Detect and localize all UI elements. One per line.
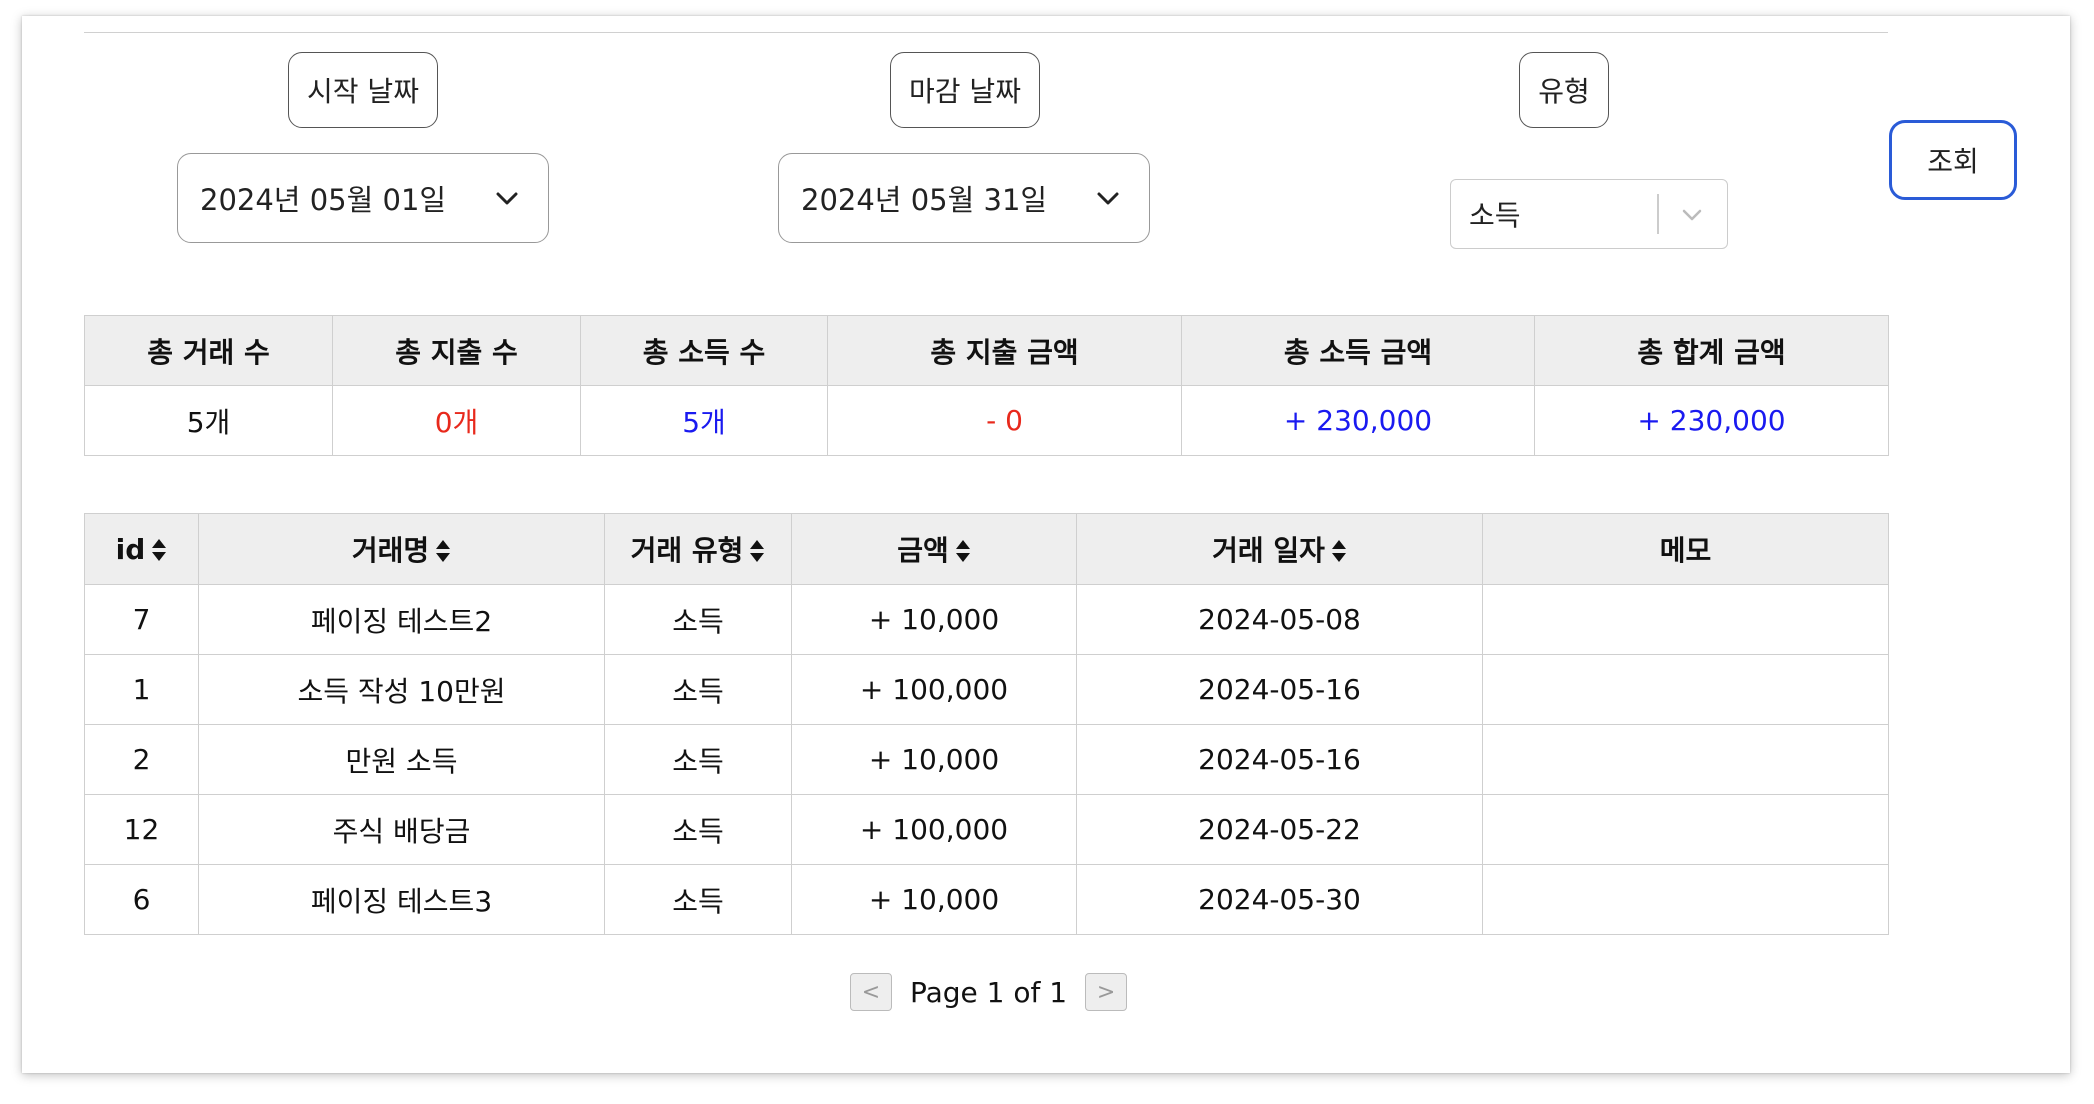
cell-amount: + 100,000: [791, 794, 1077, 865]
type-select-value: 소득: [1469, 199, 1521, 232]
summary-expense-count: 0개: [332, 385, 581, 456]
cell-date: 2024-05-16: [1076, 654, 1483, 725]
app-window: 시작 날짜 마감 날짜 유형 2024년 05월 01일 2024년 05월 3…: [22, 16, 2070, 1073]
cell-type: 소득: [604, 654, 792, 725]
cell-memo: [1482, 584, 1889, 655]
cell-name: 페이징 테스트3: [198, 864, 605, 935]
sort-icon: [750, 540, 765, 562]
end-date-select[interactable]: 2024년 05월 31일: [778, 153, 1150, 243]
summary-expense-amount: - 0: [827, 385, 1182, 456]
cell-id: 2: [84, 724, 199, 795]
end-date-label-button[interactable]: 마감 날짜: [890, 52, 1040, 128]
cell-date: 2024-05-22: [1076, 794, 1483, 865]
pagination: < Page 1 of 1 >: [850, 972, 1128, 1012]
type-label-button[interactable]: 유형: [1519, 52, 1609, 128]
cell-date: 2024-05-08: [1076, 584, 1483, 655]
table-row[interactable]: 6 페이징 테스트3 소득 + 10,000 2024-05-30: [84, 864, 1889, 935]
page-indicator: Page 1 of 1: [910, 975, 1068, 1009]
transactions-table: id 거래명 거래 유형 금액 거래 일자 메모 7 페이징 테스트2 소득 +…: [84, 513, 1889, 935]
top-divider: [84, 32, 1888, 33]
next-page-button[interactable]: >: [1085, 973, 1128, 1011]
cell-amount: + 10,000: [791, 724, 1077, 795]
cell-amount: + 100,000: [791, 654, 1077, 725]
start-date-select[interactable]: 2024년 05월 01일: [177, 153, 549, 243]
summary-total-count: 5개: [84, 385, 333, 456]
column-header-date[interactable]: 거래 일자: [1076, 513, 1483, 585]
sort-icon: [1331, 540, 1346, 562]
cell-name: 소득 작성 10만원: [198, 654, 605, 725]
cell-type: 소득: [604, 724, 792, 795]
column-header-label: 거래 유형: [630, 534, 744, 567]
cell-type: 소득: [604, 794, 792, 865]
cell-name: 주식 배당금: [198, 794, 605, 865]
cell-amount: + 10,000: [791, 584, 1077, 655]
table-row[interactable]: 2 만원 소득 소득 + 10,000 2024-05-16: [84, 724, 1889, 795]
summary-income-count: 5개: [580, 385, 828, 456]
prev-page-button[interactable]: <: [850, 973, 892, 1011]
cell-memo: [1482, 724, 1889, 795]
cell-id: 7: [84, 584, 199, 655]
cell-type: 소득: [604, 864, 792, 935]
table-row[interactable]: 12 주식 배당금 소득 + 100,000 2024-05-22: [84, 794, 1889, 865]
cell-type: 소득: [604, 584, 792, 655]
chevron-down-icon: [496, 192, 518, 205]
cell-date: 2024-05-30: [1076, 864, 1483, 935]
sort-icon: [955, 540, 970, 562]
column-header-name[interactable]: 거래명: [198, 513, 605, 585]
search-button[interactable]: 조회: [1889, 120, 2017, 200]
cell-amount: + 10,000: [791, 864, 1077, 935]
summary-table: 총 거래 수 총 지출 수 총 소득 수 총 지출 금액 총 소득 금액 총 합…: [84, 315, 1889, 456]
cell-memo: [1482, 794, 1889, 865]
column-header-amount[interactable]: 금액: [791, 513, 1077, 585]
summary-total-amount: + 230,000: [1534, 385, 1889, 456]
type-select[interactable]: 소득: [1450, 179, 1728, 249]
summary-income-amount: + 230,000: [1181, 385, 1535, 456]
summary-header-total-amount: 총 합계 금액: [1534, 315, 1889, 386]
column-header-label: 거래 일자: [1212, 534, 1325, 567]
summary-header-expense-amount: 총 지출 금액: [827, 315, 1182, 386]
summary-header-expense-count: 총 지출 수: [332, 315, 581, 386]
column-header-type[interactable]: 거래 유형: [604, 513, 792, 585]
table-row[interactable]: 1 소득 작성 10만원 소득 + 100,000 2024-05-16: [84, 654, 1889, 725]
column-header-label: id: [115, 532, 146, 566]
table-row[interactable]: 7 페이징 테스트2 소득 + 10,000 2024-05-08: [84, 584, 1889, 655]
summary-header-income-count: 총 소득 수: [580, 315, 828, 386]
cell-id: 6: [84, 864, 199, 935]
end-date-value: 2024년 05월 31일: [801, 183, 1048, 217]
cell-memo: [1482, 864, 1889, 935]
chevron-down-icon: [1097, 192, 1119, 205]
column-header-label: 거래명: [351, 534, 430, 567]
summary-header-total-count: 총 거래 수: [84, 315, 333, 386]
select-separator: [1657, 194, 1659, 234]
sort-icon: [436, 540, 451, 562]
cell-memo: [1482, 654, 1889, 725]
column-header-id[interactable]: id: [84, 513, 199, 585]
column-header-label: 금액: [897, 534, 949, 567]
cell-id: 12: [84, 794, 199, 865]
cell-name: 만원 소득: [198, 724, 605, 795]
cell-id: 1: [84, 654, 199, 725]
column-header-memo: 메모: [1482, 513, 1889, 585]
start-date-label-button[interactable]: 시작 날짜: [288, 52, 438, 128]
summary-header-income-amount: 총 소득 금액: [1181, 315, 1535, 386]
start-date-value: 2024년 05월 01일: [200, 183, 447, 217]
cell-name: 페이징 테스트2: [198, 584, 605, 655]
chevron-down-icon: [1682, 209, 1702, 221]
cell-date: 2024-05-16: [1076, 724, 1483, 795]
sort-icon: [152, 538, 167, 561]
